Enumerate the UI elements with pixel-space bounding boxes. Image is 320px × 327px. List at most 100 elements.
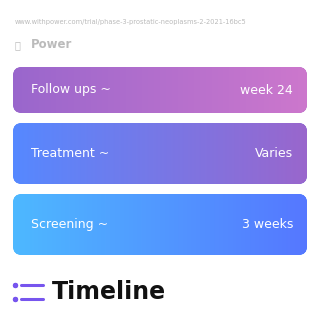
Bar — [235, 67, 236, 113]
Bar — [166, 123, 167, 184]
Bar — [63, 67, 64, 113]
Bar — [45, 194, 47, 255]
Bar — [164, 67, 165, 113]
Bar — [261, 67, 262, 113]
Bar — [228, 123, 230, 184]
Bar — [145, 194, 147, 255]
Bar — [23, 67, 24, 113]
Bar — [34, 194, 35, 255]
Bar — [164, 194, 165, 255]
Bar — [67, 67, 68, 113]
Bar — [208, 67, 210, 113]
Bar — [145, 67, 147, 113]
Bar — [250, 67, 252, 113]
Bar — [36, 194, 38, 255]
Bar — [178, 67, 179, 113]
Bar — [163, 67, 164, 113]
Bar — [228, 67, 230, 113]
Bar — [148, 194, 150, 255]
Bar — [206, 67, 208, 113]
Bar — [300, 67, 302, 113]
Bar — [262, 194, 263, 255]
Bar — [265, 194, 266, 255]
Bar — [76, 123, 77, 184]
Bar — [204, 194, 205, 255]
Bar — [126, 194, 127, 255]
Bar — [129, 123, 130, 184]
Bar — [60, 67, 61, 113]
Bar — [251, 123, 252, 184]
Bar — [246, 194, 248, 255]
Bar — [267, 123, 268, 184]
Bar — [60, 123, 61, 184]
Bar — [141, 67, 143, 113]
Bar — [143, 67, 145, 113]
Bar — [280, 194, 281, 255]
Bar — [180, 123, 181, 184]
Bar — [236, 123, 238, 184]
Bar — [249, 123, 251, 184]
Bar — [72, 194, 73, 255]
Bar — [168, 67, 169, 113]
Bar — [81, 194, 82, 255]
Bar — [38, 67, 40, 113]
Bar — [266, 123, 267, 184]
Bar — [147, 67, 149, 113]
Bar — [209, 123, 211, 184]
Bar — [179, 67, 180, 113]
Bar — [45, 67, 47, 113]
Bar — [303, 123, 305, 184]
Bar — [233, 123, 234, 184]
Bar — [185, 67, 186, 113]
Bar — [304, 123, 306, 184]
FancyBboxPatch shape — [13, 67, 307, 113]
Bar — [115, 123, 116, 184]
Bar — [299, 123, 301, 184]
Bar — [31, 67, 32, 113]
Bar — [69, 123, 70, 184]
Bar — [155, 194, 156, 255]
Bar — [220, 123, 221, 184]
Bar — [289, 123, 291, 184]
Bar — [91, 123, 92, 184]
Bar — [53, 194, 55, 255]
Bar — [162, 67, 164, 113]
Bar — [245, 194, 247, 255]
Bar — [226, 194, 227, 255]
Bar — [174, 194, 175, 255]
Bar — [95, 194, 97, 255]
Bar — [152, 194, 154, 255]
Bar — [267, 194, 268, 255]
Bar — [276, 123, 278, 184]
Bar — [103, 194, 105, 255]
Bar — [301, 123, 303, 184]
Bar — [26, 123, 27, 184]
Bar — [248, 123, 250, 184]
Bar — [256, 123, 258, 184]
Bar — [258, 123, 260, 184]
Bar — [109, 67, 110, 113]
Bar — [108, 67, 109, 113]
Bar — [305, 123, 307, 184]
Bar — [139, 123, 140, 184]
Bar — [135, 123, 137, 184]
Bar — [170, 123, 171, 184]
Bar — [50, 123, 52, 184]
Bar — [270, 194, 271, 255]
Bar — [167, 123, 168, 184]
Bar — [197, 194, 199, 255]
Bar — [68, 194, 69, 255]
Bar — [285, 67, 287, 113]
Bar — [46, 194, 48, 255]
Bar — [84, 123, 86, 184]
Text: 3 weeks: 3 weeks — [242, 218, 293, 231]
Bar — [255, 123, 257, 184]
Bar — [101, 123, 103, 184]
Bar — [92, 67, 93, 113]
Bar — [51, 123, 53, 184]
Bar — [92, 123, 93, 184]
Bar — [49, 194, 51, 255]
Bar — [32, 123, 33, 184]
Bar — [182, 194, 184, 255]
Bar — [134, 123, 136, 184]
